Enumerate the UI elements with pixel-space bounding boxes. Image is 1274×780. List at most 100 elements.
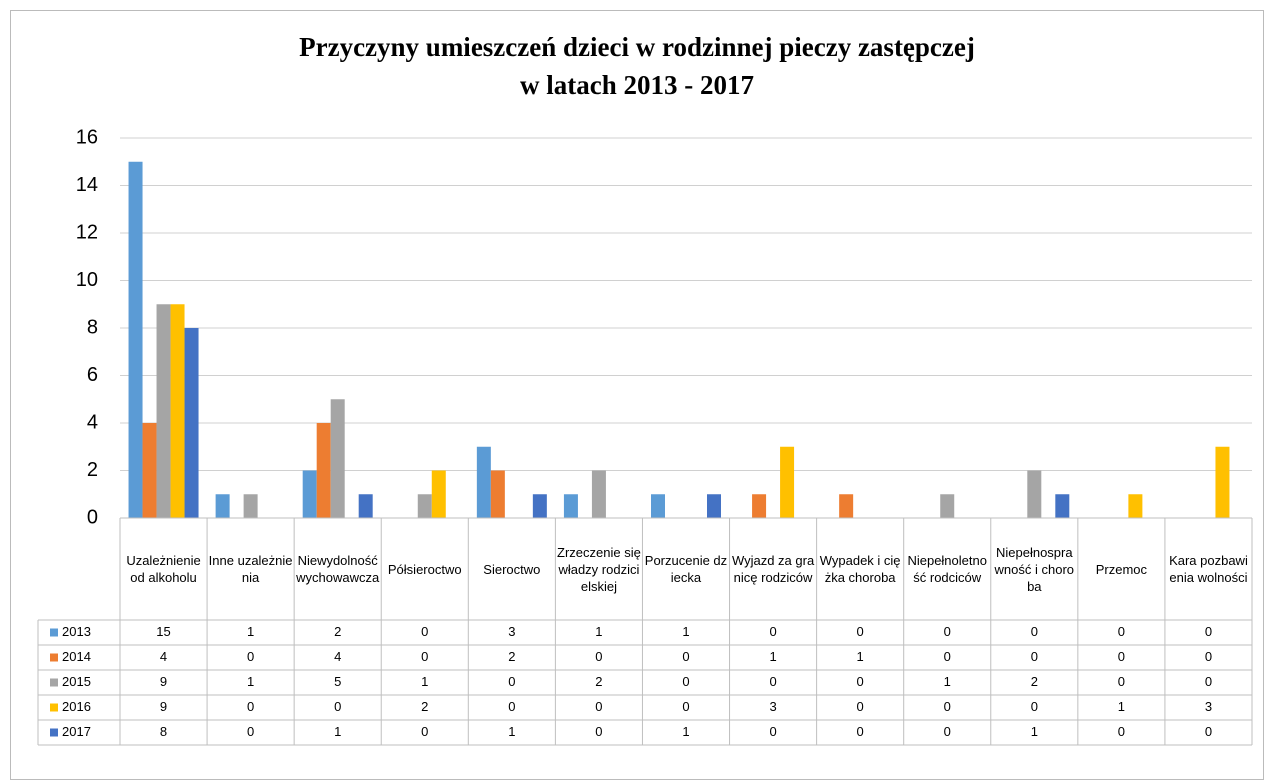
x-tick-label: Zrzeczenie się władzy rodzicielskiej (557, 544, 641, 594)
table-value: 0 (421, 724, 428, 739)
bar (839, 494, 854, 518)
table-value: 0 (682, 699, 689, 714)
table-value: 0 (595, 699, 602, 714)
table-value: 0 (1205, 674, 1212, 689)
table-value: 15 (156, 624, 170, 639)
table-value: 3 (1205, 699, 1212, 714)
category-cell: Niepełnoletność rodciców (907, 553, 987, 585)
legend-key (50, 653, 58, 662)
bar (330, 399, 345, 518)
bar (707, 494, 721, 518)
legend-key (50, 703, 58, 712)
table-value: 1 (334, 724, 341, 739)
x-tick-label: Sieroctwo (483, 561, 541, 577)
x-tick-label: Inne uzależnienia (208, 553, 293, 585)
chart-frame (10, 10, 1264, 780)
bar (532, 494, 547, 518)
legend-key (50, 728, 58, 737)
table-value: 0 (1205, 624, 1212, 639)
table-value: 0 (595, 649, 602, 664)
table-value: 5 (334, 674, 341, 689)
y-tick-label: 0 (87, 506, 98, 528)
table-value: 0 (944, 649, 951, 664)
legend-key (50, 628, 58, 637)
category-cell: Półsieroctwo (387, 561, 462, 577)
bar (128, 161, 143, 518)
bar (940, 494, 955, 518)
table-value: 8 (160, 724, 167, 739)
category-cell: Niewydolność wychowawcza (296, 553, 380, 585)
bar (417, 494, 432, 518)
bar (302, 470, 317, 518)
table-value: 1 (682, 724, 689, 739)
table-value: 3 (769, 699, 776, 714)
table-value: 1 (944, 674, 951, 689)
table-value: 1 (247, 674, 254, 689)
table-value: 0 (769, 724, 776, 739)
table-value: 0 (857, 724, 864, 739)
table-value: 0 (857, 699, 864, 714)
x-tick-label: Wyjazd za granicę rodziców (731, 553, 815, 585)
table-value: 0 (769, 674, 776, 689)
bar (142, 423, 157, 518)
table-value: 2 (595, 674, 602, 689)
table-value: 0 (508, 674, 515, 689)
table-value: 0 (247, 724, 254, 739)
x-tick-label: Niepełnosprawność i choroba (994, 544, 1075, 594)
table-value: 0 (595, 724, 602, 739)
x-tick-label: Porzucenie dziecka (644, 553, 728, 585)
bar (1128, 494, 1143, 518)
bar (170, 304, 185, 518)
table-value: 1 (508, 724, 515, 739)
legend-label: 2014 (62, 649, 91, 664)
x-tick-label: Niepełnoletność rodciców (907, 553, 987, 585)
bar (358, 494, 373, 518)
chart-title: w latach 2013 - 2017 (520, 70, 754, 100)
x-tick-label: Niewydolność wychowawcza (296, 553, 380, 585)
table-value: 4 (160, 649, 167, 664)
table-value: 9 (160, 674, 167, 689)
y-tick-label: 10 (76, 269, 98, 291)
bar (215, 494, 230, 518)
table-value: 0 (1031, 699, 1038, 714)
category-cell: Wypadek i ciężka choroba (819, 553, 901, 585)
y-tick-label: 14 (76, 174, 98, 196)
category-cell: Kara pozbawienia wolności (1169, 553, 1248, 585)
table-value: 0 (247, 649, 254, 664)
table-value: 0 (944, 699, 951, 714)
table-value: 1 (769, 649, 776, 664)
bar (431, 470, 446, 518)
bar (651, 494, 665, 518)
bar (752, 494, 767, 518)
table-value: 9 (160, 699, 167, 714)
x-tick-label: Półsieroctwo (387, 561, 462, 577)
table-value: 0 (857, 624, 864, 639)
category-cell: Wyjazd za granicę rodziców (731, 553, 815, 585)
table-value: 2 (508, 649, 515, 664)
table-value: 1 (857, 649, 864, 664)
table-value: 0 (944, 724, 951, 739)
bar (1215, 446, 1230, 518)
legend-label: 2017 (62, 724, 91, 739)
table-value: 1 (595, 624, 602, 639)
table-value: 2 (421, 699, 428, 714)
category-cell: Sieroctwo (483, 561, 541, 577)
table-value: 0 (1118, 624, 1125, 639)
y-tick-label: 2 (87, 459, 98, 481)
chart-title: Przyczyny umieszczeń dzieci w rodzinnej … (299, 32, 975, 62)
bar (316, 423, 331, 518)
table-value: 0 (944, 624, 951, 639)
legend-label: 2013 (62, 624, 91, 639)
y-tick-label: 16 (76, 126, 98, 148)
table-value: 0 (421, 649, 428, 664)
table-value: 0 (1205, 724, 1212, 739)
category-cell: Zrzeczenie się władzy rodzicielskiej (557, 544, 641, 594)
category-cell: Porzucenie dziecka (644, 553, 728, 585)
table-value: 0 (1118, 724, 1125, 739)
table-value: 1 (421, 674, 428, 689)
bar (476, 446, 491, 518)
table-value: 1 (1031, 724, 1038, 739)
table-value: 0 (508, 699, 515, 714)
x-tick-label: Wypadek i ciężka choroba (819, 553, 901, 585)
bar (1055, 494, 1070, 518)
